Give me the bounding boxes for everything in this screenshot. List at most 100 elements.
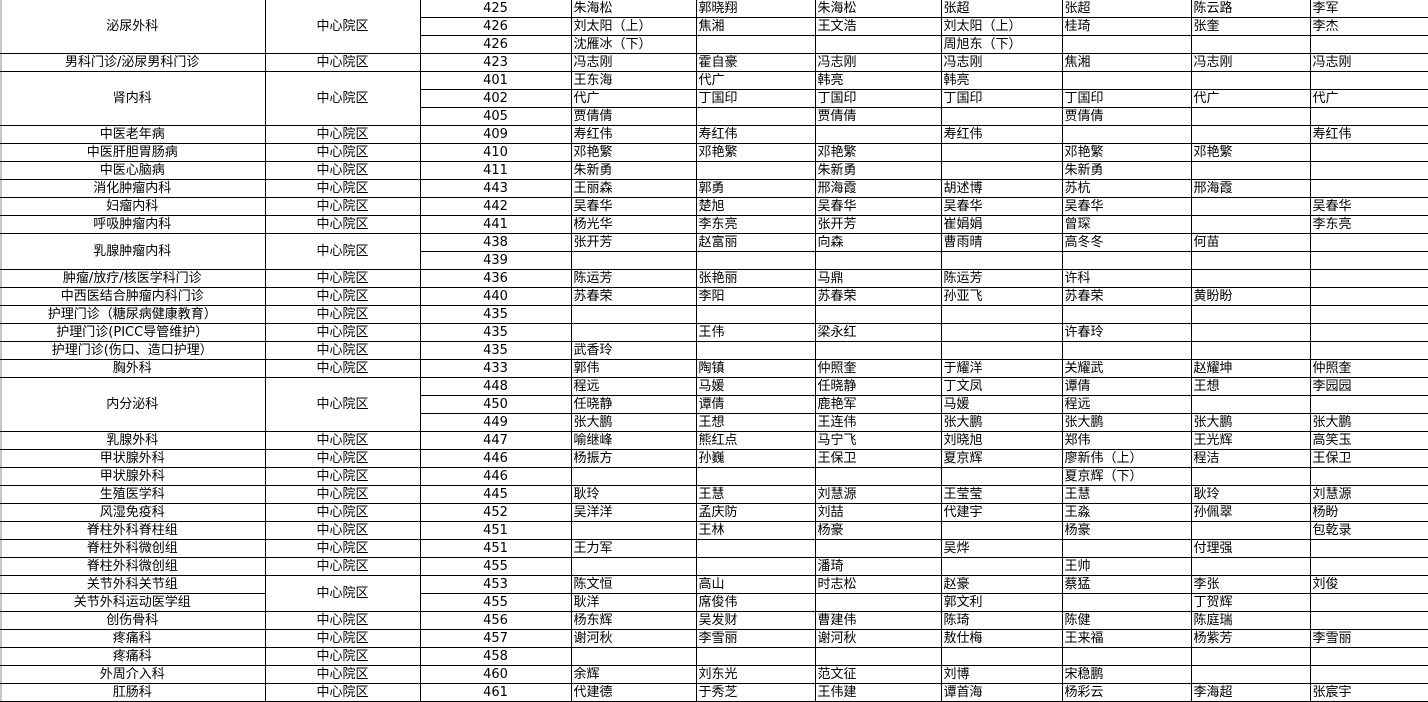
doctor-cell[interactable]: 桂琦 [1061,17,1192,36]
doctor-cell[interactable]: 武香玲 [570,341,697,360]
department-cell[interactable]: 脊柱外科微创组 [0,557,266,576]
doctor-cell[interactable]: 郭伟 [570,359,697,378]
room-number-cell[interactable]: 409 [419,125,572,144]
doctor-cell[interactable]: 代建德 [570,683,697,702]
doctor-cell[interactable]: 刘慧源 [1309,485,1428,504]
doctor-cell[interactable]: 程洁 [1190,449,1311,468]
doctor-cell[interactable]: 陶镇 [695,359,816,378]
doctor-cell[interactable] [695,467,816,486]
room-number-cell[interactable]: 433 [419,359,572,378]
doctor-cell[interactable] [940,557,1063,576]
department-cell[interactable]: 消化肿瘤内科 [0,179,266,198]
doctor-cell[interactable]: 曹建伟 [814,611,942,630]
doctor-cell[interactable] [1061,35,1192,54]
doctor-cell[interactable] [1309,647,1428,666]
room-number-cell[interactable]: 461 [419,683,572,702]
district-cell[interactable]: 中心院区 [264,287,421,306]
doctor-cell[interactable]: 代广 [695,71,816,90]
doctor-cell[interactable] [1061,647,1192,666]
doctor-cell[interactable] [940,647,1063,666]
doctor-cell[interactable]: 吴春华 [1061,197,1192,216]
district-cell[interactable]: 中心院区 [264,305,421,324]
doctor-cell[interactable] [1190,341,1311,360]
doctor-cell[interactable] [695,557,816,576]
doctor-cell[interactable] [1309,233,1428,252]
doctor-cell[interactable]: 赵耀坤 [1190,359,1311,378]
doctor-cell[interactable] [695,341,816,360]
doctor-cell[interactable]: 王丽森 [570,179,697,198]
room-number-cell[interactable]: 458 [419,647,572,666]
department-cell[interactable]: 关节外科运动医学组 [0,593,266,612]
doctor-cell[interactable] [1190,215,1311,234]
doctor-cell[interactable] [940,323,1063,342]
doctor-cell[interactable]: 马媛 [940,395,1063,414]
doctor-cell[interactable]: 丁贺辉 [1190,593,1311,612]
district-cell[interactable]: 中心院区 [264,557,421,576]
doctor-cell[interactable] [1309,539,1428,558]
doctor-cell[interactable]: 邓艳繁 [814,143,942,162]
doctor-cell[interactable]: 李军 [1309,0,1428,18]
room-number-cell[interactable]: 457 [419,629,572,648]
doctor-cell[interactable]: 杨光华 [570,215,697,234]
department-cell[interactable]: 中医心脑病 [0,161,266,180]
doctor-cell[interactable]: 李东亮 [1309,215,1428,234]
doctor-cell[interactable] [940,143,1063,162]
doctor-cell[interactable] [570,647,697,666]
doctor-cell[interactable]: 李园园 [1309,377,1428,396]
doctor-cell[interactable]: 周旭东（下） [940,35,1063,54]
department-cell[interactable]: 胸外科 [0,359,266,378]
doctor-cell[interactable]: 耿玲 [570,485,697,504]
doctor-cell[interactable]: 程远 [1061,395,1192,414]
doctor-cell[interactable]: 范文征 [814,665,942,684]
doctor-cell[interactable]: 杨振方 [570,449,697,468]
doctor-cell[interactable] [1309,161,1428,180]
room-number-cell[interactable]: 451 [419,521,572,540]
doctor-cell[interactable]: 杨盼 [1309,503,1428,522]
doctor-cell[interactable]: 王伟建 [814,683,942,702]
doctor-cell[interactable]: 刘喆 [814,503,942,522]
district-cell[interactable]: 中心院区 [264,179,421,198]
doctor-cell[interactable]: 张大鹏 [1190,413,1311,432]
doctor-cell[interactable] [570,521,697,540]
department-cell[interactable]: 男科门诊/泌尿男科门诊 [0,53,266,72]
doctor-cell[interactable] [940,341,1063,360]
doctor-cell[interactable]: 寿红伟 [1309,125,1428,144]
doctor-cell[interactable]: 孙佩翠 [1190,503,1311,522]
doctor-cell[interactable] [814,539,942,558]
room-number-cell[interactable]: 455 [419,593,572,612]
doctor-cell[interactable]: 于秀芝 [695,683,816,702]
doctor-cell[interactable]: 王保卫 [814,449,942,468]
doctor-cell[interactable]: 张艳丽 [695,269,816,288]
department-cell[interactable]: 生殖医学科 [0,485,266,504]
doctor-cell[interactable]: 王慧 [695,485,816,504]
doctor-cell[interactable]: 谭首海 [940,683,1063,702]
doctor-cell[interactable]: 喻继峰 [570,431,697,450]
department-cell[interactable]: 疼痛科 [0,629,266,648]
doctor-cell[interactable]: 张开芳 [814,215,942,234]
doctor-cell[interactable]: 王伟 [695,323,816,342]
district-cell[interactable]: 中心院区 [264,143,421,162]
doctor-cell[interactable]: 邓艳繁 [570,143,697,162]
doctor-cell[interactable] [814,125,942,144]
doctor-cell[interactable]: 张开芳 [570,233,697,252]
doctor-cell[interactable] [570,467,697,486]
doctor-cell[interactable]: 王光辉 [1190,431,1311,450]
doctor-cell[interactable]: 杨东辉 [570,611,697,630]
room-number-cell[interactable]: 440 [419,287,572,306]
doctor-cell[interactable] [1190,269,1311,288]
doctor-cell[interactable]: 张宸宇 [1309,683,1428,702]
district-cell[interactable]: 中心院区 [264,359,421,378]
doctor-cell[interactable] [695,161,816,180]
district-cell[interactable]: 中心院区 [264,449,421,468]
doctor-cell[interactable]: 陈云路 [1190,0,1311,18]
doctor-cell[interactable]: 郑伟 [1061,431,1192,450]
doctor-cell[interactable]: 张超 [940,0,1063,18]
doctor-cell[interactable] [695,647,816,666]
doctor-cell[interactable]: 李张 [1190,575,1311,594]
doctor-cell[interactable] [570,323,697,342]
doctor-cell[interactable]: 杨豪 [814,521,942,540]
doctor-cell[interactable]: 陈健 [1061,611,1192,630]
district-cell[interactable]: 中心院区 [264,269,421,288]
doctor-cell[interactable]: 张大鹏 [570,413,697,432]
room-number-cell[interactable]: 452 [419,503,572,522]
